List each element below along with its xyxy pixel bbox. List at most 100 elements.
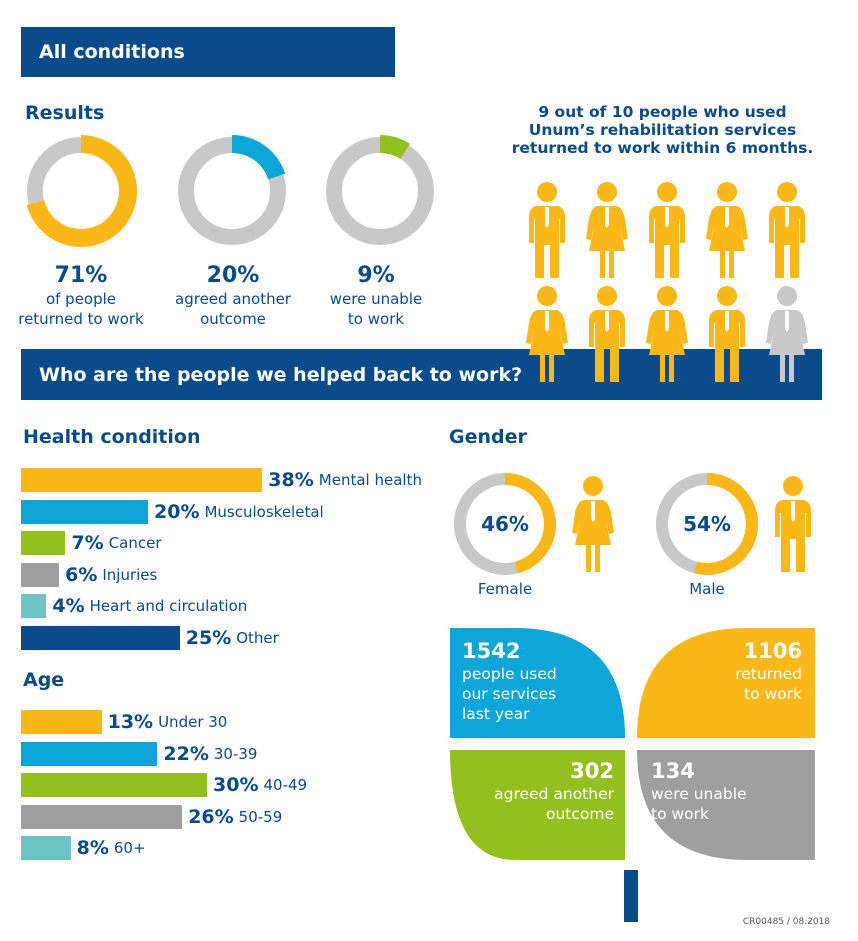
quadrant-number: 1542 bbox=[462, 639, 521, 663]
gender-chart bbox=[454, 473, 811, 575]
donut-hole bbox=[342, 153, 418, 229]
bar-category-label: Musculoskeletal bbox=[204, 502, 324, 521]
figure-body bbox=[649, 206, 685, 278]
bar bbox=[21, 562, 60, 587]
result-text-line: to work bbox=[347, 310, 405, 328]
result-caption-returned: 71% of people returned to work bbox=[11, 263, 151, 329]
quadrant-number: 134 bbox=[651, 759, 695, 783]
gender-arc bbox=[694, 473, 758, 575]
footer-code: CR00485 / 08.2018 bbox=[742, 917, 830, 927]
bar-row: 26% 50-59 bbox=[21, 804, 283, 829]
quadrant-text: to work bbox=[651, 805, 709, 823]
male-figure bbox=[589, 286, 625, 382]
gender-pct-male: 54% bbox=[683, 512, 731, 536]
bar-category-label: Mental health bbox=[318, 471, 422, 489]
bar-category-label: Injuries bbox=[102, 565, 158, 584]
bar-value-label: 7% bbox=[71, 532, 104, 554]
bar-value-label: 6% bbox=[65, 563, 98, 586]
result-text-line: were unable bbox=[329, 290, 423, 308]
bar-value-label: 4% bbox=[52, 595, 85, 617]
results-title: Results bbox=[25, 102, 105, 124]
figure-tie bbox=[545, 311, 549, 332]
figure-body bbox=[769, 206, 805, 278]
bar-row: 13% Under 30 bbox=[21, 710, 227, 734]
bar bbox=[21, 773, 207, 797]
quadrant-stem bbox=[624, 870, 638, 922]
result-text-line: outcome bbox=[200, 310, 266, 328]
quadrant-shape-used bbox=[450, 628, 625, 738]
result-text-line: agreed another bbox=[175, 290, 291, 308]
quadrant-text: outcome bbox=[545, 805, 614, 823]
result-donut-unable bbox=[326, 135, 434, 245]
figure-head bbox=[657, 286, 677, 306]
figure-body bbox=[766, 310, 808, 382]
bar-value-label: 26% bbox=[188, 805, 234, 828]
bar-category-label: 60+ bbox=[113, 839, 146, 857]
bar-category-label: Cancer bbox=[108, 534, 162, 552]
quadrant-shape-returned bbox=[637, 628, 815, 738]
bar-row: 6% Injuries bbox=[21, 562, 158, 587]
quadrant-agreed: 302 agreed another outcome bbox=[450, 758, 614, 824]
figure-head bbox=[783, 476, 803, 496]
bar bbox=[21, 499, 148, 524]
quadrant-text: to work bbox=[744, 685, 802, 703]
female-figure bbox=[572, 476, 614, 572]
figure-body bbox=[646, 310, 688, 382]
bar-row: 4% Heart and circulation bbox=[21, 594, 247, 618]
quadrant-text: were unable bbox=[651, 785, 747, 803]
bar-row: 38% Mental health bbox=[21, 468, 422, 492]
female-figure bbox=[586, 182, 628, 278]
bar-category-label: 30-39 bbox=[213, 744, 258, 763]
bar bbox=[21, 741, 158, 766]
figure-head bbox=[597, 182, 617, 202]
bar-row: 8% 60+ bbox=[21, 836, 146, 860]
gender-label-male: Male bbox=[689, 580, 725, 598]
female-figure bbox=[526, 286, 568, 382]
quadrant-number: 302 bbox=[570, 759, 614, 783]
all-conditions-banner: All conditions bbox=[21, 27, 395, 77]
rehab-statement: 9 out of 10 people who used Unum’s rehab… bbox=[490, 103, 835, 157]
bar-value-label: 20% bbox=[154, 500, 200, 523]
female-figure bbox=[706, 182, 748, 278]
figure-tie bbox=[605, 311, 609, 332]
figure-head bbox=[537, 182, 557, 202]
male-figure bbox=[529, 182, 565, 278]
people-pictogram bbox=[526, 182, 808, 382]
quadrant-text: last year bbox=[462, 705, 530, 723]
figure-body bbox=[775, 500, 811, 572]
result-text-line: of people bbox=[45, 290, 117, 308]
gender-pct-female: 46% bbox=[481, 512, 529, 536]
result-pct: 71% bbox=[54, 263, 108, 288]
figure-body bbox=[589, 310, 625, 382]
bar-category-label: 50-59 bbox=[238, 807, 283, 826]
figure-body bbox=[526, 310, 568, 382]
female-figure bbox=[646, 286, 688, 382]
bar bbox=[21, 710, 102, 734]
figure-head bbox=[583, 476, 603, 496]
figure-head bbox=[777, 286, 797, 306]
female-figure bbox=[766, 286, 808, 382]
quadrant-text: agreed another bbox=[494, 785, 614, 803]
bar-category-label: 40-49 bbox=[263, 776, 308, 794]
bar-value-label: 8% bbox=[76, 837, 109, 859]
figure-tie bbox=[665, 311, 669, 332]
result-caption-unable: 9% were unable to work bbox=[306, 263, 446, 329]
bar-value-label: 22% bbox=[163, 742, 209, 765]
donut-hole bbox=[194, 153, 270, 229]
result-pct: 20% bbox=[206, 263, 260, 288]
figure-head bbox=[777, 182, 797, 202]
figure-tie bbox=[545, 207, 549, 228]
bar-value-label: 38% bbox=[268, 469, 314, 491]
gender-arc bbox=[504, 473, 556, 574]
statement-line: 9 out of 10 people who used bbox=[538, 103, 787, 121]
figure-tie bbox=[725, 311, 729, 332]
statement-line: returned to work within 6 months. bbox=[511, 139, 814, 157]
quadrant-returned: 1106 returned to work bbox=[640, 638, 802, 704]
figure-tie bbox=[791, 501, 795, 522]
figure-tie bbox=[605, 207, 609, 228]
who-banner-title: Who are the people we helped back to wor… bbox=[39, 363, 523, 386]
bar bbox=[21, 804, 183, 829]
figure-head bbox=[717, 286, 737, 306]
bar bbox=[21, 468, 263, 492]
bar-category-label: Under 30 bbox=[158, 713, 228, 731]
